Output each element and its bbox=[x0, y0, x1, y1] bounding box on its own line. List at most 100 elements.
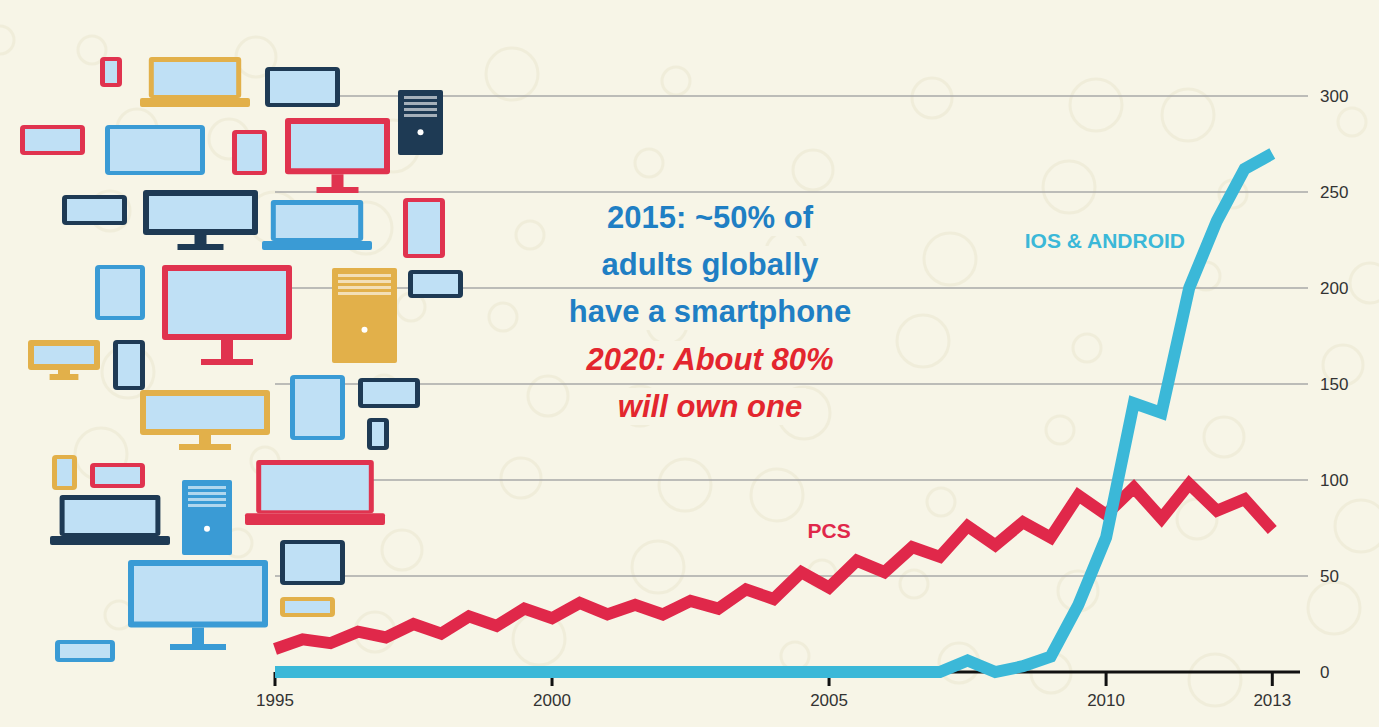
device-body bbox=[285, 118, 390, 174]
device-body bbox=[280, 540, 345, 585]
device-screen bbox=[363, 382, 415, 404]
device-icon bbox=[50, 495, 170, 545]
device-detail bbox=[404, 102, 437, 105]
device-body bbox=[332, 268, 397, 363]
device-body bbox=[290, 375, 345, 440]
x-tick-label: 2000 bbox=[533, 691, 571, 710]
device-base bbox=[245, 513, 385, 525]
device-icon bbox=[95, 265, 145, 320]
device-icon bbox=[55, 640, 115, 662]
device-icon bbox=[28, 340, 100, 380]
pattern-shape bbox=[900, 570, 928, 598]
pattern-shape bbox=[927, 488, 955, 516]
pattern-shape bbox=[1162, 89, 1214, 141]
device-body bbox=[90, 463, 145, 488]
series-label: IOS & ANDROID bbox=[1025, 229, 1185, 252]
device-stand bbox=[201, 359, 253, 365]
device-icon bbox=[62, 195, 127, 225]
pattern-shape bbox=[1073, 334, 1101, 362]
device-screen bbox=[149, 196, 252, 229]
y-tick-label: 100 bbox=[1320, 471, 1348, 490]
pattern-shape bbox=[1204, 417, 1244, 457]
device-stand bbox=[50, 374, 79, 380]
device-detail bbox=[188, 492, 226, 495]
device-icon bbox=[285, 118, 390, 193]
device-screen bbox=[372, 422, 384, 446]
pattern-shape bbox=[751, 469, 803, 521]
device-icon bbox=[105, 125, 205, 175]
pattern-shape bbox=[528, 376, 568, 416]
device-detail bbox=[404, 114, 437, 117]
device-icon bbox=[367, 418, 389, 450]
y-tick-labels: 050100150200250300 bbox=[1320, 87, 1348, 682]
y-tick-label: 250 bbox=[1320, 183, 1348, 202]
device-icon bbox=[128, 560, 268, 650]
pattern-shape bbox=[781, 642, 809, 670]
device-body bbox=[143, 190, 258, 235]
pattern-shape bbox=[1043, 161, 1095, 213]
annotation: have a smartphone bbox=[569, 294, 852, 329]
device-screen bbox=[118, 344, 140, 386]
device-screen bbox=[60, 644, 110, 658]
device-body bbox=[403, 198, 445, 258]
pattern-shape bbox=[793, 150, 833, 190]
device-screen bbox=[134, 566, 262, 622]
pattern-shape bbox=[382, 530, 422, 570]
pattern-shape bbox=[1350, 263, 1379, 303]
device-icon bbox=[182, 480, 232, 555]
device-screen bbox=[291, 124, 384, 168]
device-icon bbox=[113, 340, 145, 390]
pattern-shape bbox=[897, 315, 949, 367]
pattern-shape bbox=[1189, 654, 1241, 706]
pattern-shape bbox=[662, 67, 690, 95]
device-screen bbox=[285, 601, 330, 613]
annotation-backdrop bbox=[614, 388, 806, 425]
device-icon bbox=[403, 198, 445, 258]
pattern-shape bbox=[1046, 416, 1074, 444]
y-tick-label: 0 bbox=[1320, 663, 1329, 682]
x-tick-label: 1995 bbox=[256, 691, 294, 710]
device-body bbox=[182, 480, 232, 555]
background-pattern bbox=[0, 26, 1379, 706]
x-tick bbox=[1105, 672, 1108, 686]
device-body bbox=[62, 195, 127, 225]
device-screen bbox=[295, 379, 340, 436]
device-stand bbox=[221, 340, 233, 360]
device-icon bbox=[20, 125, 85, 155]
annotation: adults globally bbox=[601, 247, 819, 282]
pattern-shape bbox=[516, 221, 544, 249]
device-detail bbox=[338, 274, 391, 277]
device-body bbox=[162, 265, 292, 340]
device-body bbox=[140, 390, 270, 435]
annotation-backdrop bbox=[582, 341, 838, 378]
series-line bbox=[275, 154, 1272, 672]
pattern-shape bbox=[659, 459, 711, 511]
device-body bbox=[149, 57, 241, 98]
y-tick-label: 200 bbox=[1320, 279, 1348, 298]
device-icon bbox=[265, 67, 340, 107]
device-icon bbox=[398, 90, 443, 155]
device-stand bbox=[317, 187, 359, 193]
annotations: 2015: ~50% ofadults globallyhave a smart… bbox=[565, 199, 856, 425]
y-tick-label: 300 bbox=[1320, 87, 1348, 106]
device-screen bbox=[65, 500, 156, 533]
series-lines bbox=[275, 154, 1272, 672]
device-icon bbox=[100, 57, 122, 87]
pattern-shape bbox=[912, 78, 952, 118]
device-body bbox=[105, 125, 205, 175]
device-screen bbox=[408, 202, 440, 254]
device-detail bbox=[418, 129, 424, 135]
grid-line bbox=[275, 191, 1308, 193]
device-screen bbox=[34, 346, 94, 364]
device-stand bbox=[178, 244, 224, 250]
device-body bbox=[128, 560, 268, 628]
device-body bbox=[113, 340, 145, 390]
device-screen bbox=[237, 134, 262, 171]
device-base bbox=[140, 98, 250, 107]
device-body bbox=[52, 455, 77, 490]
device-icon bbox=[140, 57, 250, 107]
device-detail bbox=[188, 504, 226, 507]
device-base bbox=[262, 241, 372, 250]
pattern-shape bbox=[0, 26, 14, 54]
device-icon bbox=[90, 463, 145, 488]
